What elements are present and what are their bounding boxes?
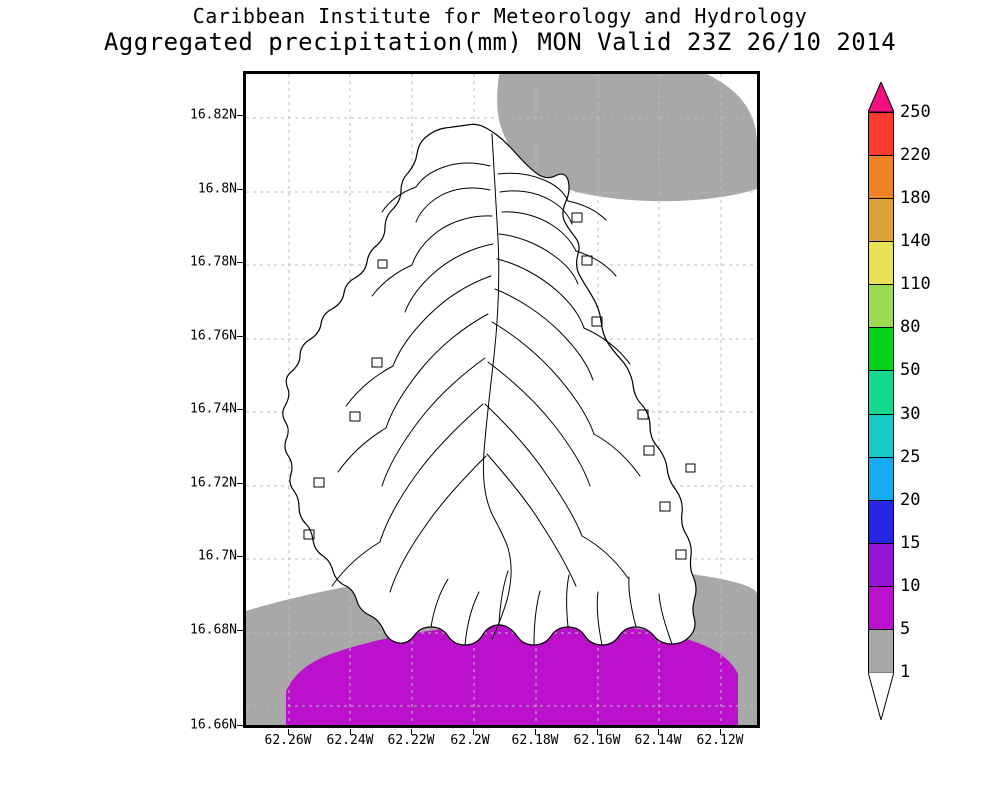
- colorbar-band: [869, 543, 893, 587]
- y-tick-mark: [237, 115, 243, 116]
- x-tick-mark: [720, 729, 721, 735]
- y-tick-mark: [237, 483, 243, 484]
- colorbar-tick-label: 10: [900, 575, 921, 596]
- x-tick-label: 62.22W: [387, 733, 435, 748]
- x-tick-mark: [597, 729, 598, 735]
- y-tick-label: 16.72N: [190, 475, 237, 491]
- colorbar-band: [869, 242, 893, 286]
- colorbar-band: [869, 113, 893, 157]
- colorbar-tick-label: 25: [900, 446, 921, 467]
- watershed-boundaries: [303, 133, 696, 646]
- colorbar-band: [869, 371, 893, 415]
- x-tick-mark: [473, 729, 474, 735]
- colorbar-band: [869, 156, 893, 200]
- y-tick-mark: [237, 409, 243, 410]
- x-tick-mark: [535, 729, 536, 735]
- colorbar-tick-label: 140: [900, 231, 931, 252]
- title-block: Caribbean Institute for Meteorology and …: [0, 4, 1000, 56]
- island-coastline: [282, 123, 697, 646]
- map-canvas: [246, 74, 757, 725]
- y-tick-mark: [237, 336, 243, 337]
- page-title: Aggregated precipitation(mm) MON Valid 2…: [103, 28, 897, 56]
- y-tick-label: 16.74N: [190, 401, 237, 417]
- colorbar-tick-label: 20: [900, 489, 921, 510]
- shaded-region-magenta: [286, 622, 738, 725]
- colorbar-tick-label: 250: [900, 102, 931, 122]
- colorbar-tick-label: 30: [900, 403, 921, 424]
- colorbar-band: [869, 500, 893, 544]
- colorbar-band: [869, 586, 893, 630]
- y-tick-label: 16.7N: [197, 548, 237, 564]
- y-tick-label: 16.68N: [190, 622, 237, 638]
- y-tick-label: 16.66N: [190, 717, 237, 733]
- x-tick-label: 62.2W: [450, 733, 490, 748]
- x-tick-label: 62.12W: [696, 733, 744, 748]
- y-tick-label: 16.8N: [197, 181, 237, 197]
- x-tick-label: 62.16W: [573, 733, 621, 748]
- institute-title: Caribbean Institute for Meteorology and …: [192, 4, 808, 28]
- colorbar-band: [869, 285, 893, 329]
- colorbar-tick-label: 1: [900, 662, 911, 682]
- colorbar-band: [869, 328, 893, 372]
- colorbar-tick-label: 50: [900, 360, 921, 381]
- x-tick-label: 62.24W: [326, 733, 374, 748]
- y-tick-mark: [237, 630, 243, 631]
- y-tick-label: 16.82N: [190, 107, 237, 123]
- x-tick-mark: [288, 729, 289, 735]
- colorbar-tick-label: 15: [900, 532, 921, 553]
- colorbar-extend-top-arrow: [868, 82, 894, 112]
- colorbar-band: [869, 199, 893, 243]
- x-tick-mark: [350, 729, 351, 735]
- colorbar-band: [869, 457, 893, 501]
- y-tick-mark: [237, 556, 243, 557]
- x-tick-mark: [658, 729, 659, 735]
- x-tick-mark: [411, 729, 412, 735]
- y-tick-label: 16.78N: [190, 254, 237, 270]
- y-tick-label: 16.76N: [190, 328, 237, 344]
- y-tick-mark: [237, 262, 243, 263]
- colorbar-tick-label: 80: [900, 317, 921, 338]
- colorbar-tick-label: 220: [900, 145, 931, 166]
- colorbar-band: [869, 629, 893, 673]
- y-tick-mark: [237, 725, 243, 726]
- precipitation-map: [246, 74, 757, 725]
- colorbar[interactable]: [868, 112, 894, 673]
- colorbar-tick-label: 180: [900, 188, 931, 209]
- colorbar-band: [869, 414, 893, 458]
- x-tick-label: 62.18W: [511, 733, 559, 748]
- colorbar-tick-label: 110: [900, 274, 931, 295]
- x-tick-label: 62.26W: [264, 733, 312, 748]
- y-tick-mark: [237, 189, 243, 190]
- colorbar-extend-bottom-arrow: [868, 672, 894, 720]
- x-tick-label: 62.14W: [634, 733, 682, 748]
- map-plot-frame: [243, 71, 760, 728]
- colorbar-tick-label: 5: [900, 618, 911, 639]
